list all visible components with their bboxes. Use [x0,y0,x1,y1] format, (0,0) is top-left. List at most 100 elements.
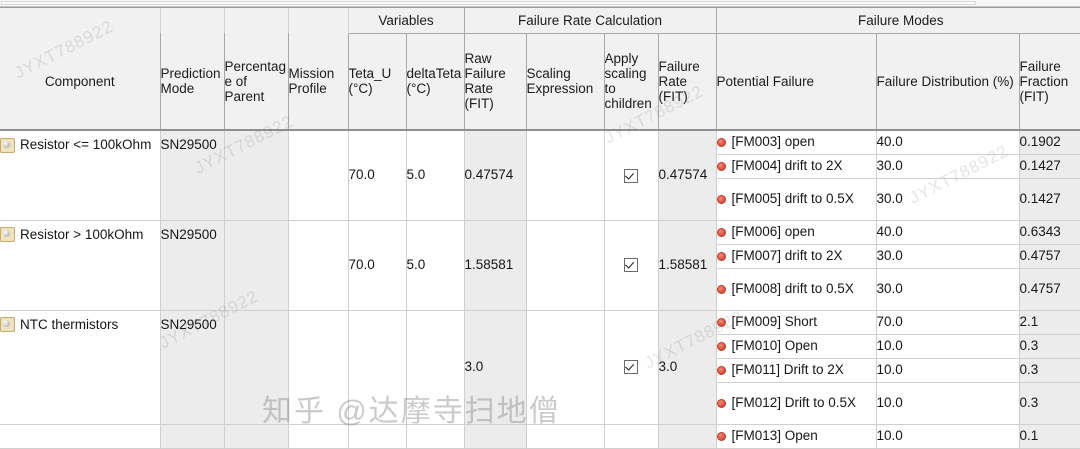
cell-failure-fraction[interactable]: 0.1 [1019,424,1080,449]
cell-component[interactable]: Resistor <= 100kOhm [0,130,161,221]
apply-scaling-checkbox[interactable] [624,258,638,273]
cell-teta-u[interactable] [348,424,407,449]
cell-failure-fraction[interactable]: 0.1427 [1019,154,1080,179]
cell-failure-fraction[interactable]: 0.1902 [1019,130,1080,155]
cell-failure-distribution[interactable]: 30.0 [876,178,1020,221]
cell-apply-scaling-to-children[interactable] [604,424,659,449]
table-row[interactable]: [FM005] drift to 0.5X 30.0 0.1427 [0,178,1080,221]
cell-mission-profile[interactable] [288,220,349,311]
cell-apply-scaling-to-children[interactable] [604,130,659,221]
cell-prediction-mode[interactable] [160,424,225,449]
col-header-teta-u[interactable]: Teta_U (°C) [348,33,407,131]
cell-percentage-of-parent[interactable] [224,310,289,425]
cell-failure-fraction[interactable]: 2.1 [1019,310,1080,335]
cell-potential-failure[interactable]: [FM004] drift to 2X [716,154,877,179]
cell-teta-u[interactable]: 70.0 [348,220,407,311]
cell-raw-failure-rate[interactable]: 3.0 [464,310,527,425]
col-header-failure-fraction[interactable]: Failure Fraction (FIT) [1019,33,1080,131]
cell-potential-failure[interactable]: [FM008] drift to 0.5X [716,268,877,311]
table-row[interactable]: [FM012] Drift to 0.5X 10.0 0.3 [0,382,1080,425]
cell-potential-failure[interactable]: [FM010] Open [716,334,877,359]
cell-prediction-mode[interactable]: SN29500 [160,130,225,221]
cell-failure-rate[interactable] [658,424,717,449]
cell-failure-distribution[interactable]: 10.0 [876,358,1020,383]
cell-failure-fraction[interactable]: 0.4757 [1019,268,1080,311]
cell-teta-u[interactable] [348,310,407,425]
cell-potential-failure[interactable]: [FM003] open [716,130,877,155]
table-row[interactable]: Resistor > 100kOhm SN29500 70.0 5.0 1.58581 1… [0,220,1080,311]
col-header-prediction-mode[interactable]: Prediction Mode [160,33,225,131]
cell-potential-failure[interactable]: [FM011] Drift to 2X [716,358,877,383]
table-row[interactable]: [FM004] drift to 2X 30.0 0.1427 [0,154,1080,179]
apply-scaling-checkbox[interactable] [624,360,638,375]
cell-failure-distribution[interactable]: 40.0 [876,220,1020,245]
table-row[interactable]: [FM010] Open 10.0 0.3 [0,334,1080,359]
cell-delta-teta[interactable]: 5.0 [406,220,465,311]
cell-failure-distribution[interactable]: 30.0 [876,244,1020,269]
cell-apply-scaling-to-children[interactable] [604,220,659,311]
col-header-raw-failure-rate[interactable]: Raw Failure Rate (FIT) [464,33,527,131]
cell-failure-distribution[interactable]: 70.0 [876,310,1020,335]
scrollbar-track[interactable] [1,1,976,5]
cell-scaling-expression[interactable] [526,310,605,425]
cell-delta-teta[interactable] [406,310,465,425]
col-header-failure-rate[interactable]: Failure Rate (FIT) [658,33,717,131]
cell-delta-teta[interactable]: 5.0 [406,130,465,221]
table-row[interactable]: [FM007] drift to 2X 30.0 0.4757 [0,244,1080,269]
cell-potential-failure[interactable]: [FM009] Short [716,310,877,335]
cell-failure-fraction[interactable]: 0.6343 [1019,220,1080,245]
apply-scaling-checkbox[interactable] [624,168,638,183]
cell-potential-failure[interactable]: [FM012] Drift to 0.5X [716,382,877,425]
cell-component[interactable]: NTC thermistors [0,310,161,425]
cell-percentage-of-parent[interactable] [224,424,289,449]
cell-teta-u[interactable]: 70.0 [348,130,407,221]
cell-failure-rate[interactable]: 1.58581 [658,220,717,311]
cell-raw-failure-rate[interactable]: 0.47574 [464,130,527,221]
cell-failure-rate[interactable]: 3.0 [658,310,717,425]
cell-potential-failure[interactable]: [FM007] drift to 2X [716,244,877,269]
col-header-apply-scaling-to-children[interactable]: Apply scaling to children [604,33,659,131]
horizontal-scrollbar-strip[interactable] [0,0,1080,7]
cell-failure-fraction[interactable]: 0.1427 [1019,178,1080,221]
table-row[interactable]: NTC thermistors SN29500 3.0 3.0 [FM009] Shor… [0,310,1080,425]
cell-scaling-expression[interactable] [526,220,605,311]
col-header-delta-teta[interactable]: deltaTeta (°C) [406,33,465,131]
cell-potential-failure[interactable]: [FM005] drift to 0.5X [716,178,877,221]
col-header-percentage-of-parent[interactable]: Percentage of Parent [224,33,289,131]
col-header-mission-profile[interactable]: Mission Profile [288,33,349,131]
cell-scaling-expression[interactable] [526,424,605,449]
cell-apply-scaling-to-children[interactable] [604,310,659,425]
col-header-component[interactable]: Component [0,33,161,131]
cell-failure-fraction[interactable]: 0.3 [1019,358,1080,383]
col-header-failure-distribution[interactable]: Failure Distribution (%) [876,33,1020,131]
cell-failure-rate[interactable]: 0.47574 [658,130,717,221]
cell-failure-distribution[interactable]: 30.0 [876,154,1020,179]
table-row[interactable]: [FM008] drift to 0.5X 30.0 0.4757 [0,268,1080,311]
cell-failure-fraction[interactable]: 0.3 [1019,382,1080,425]
cell-failure-distribution[interactable]: 40.0 [876,130,1020,155]
cell-delta-teta[interactable] [406,424,465,449]
table-row[interactable]: [FM013] Open 10.0 0.1 [0,424,1080,449]
col-header-potential-failure[interactable]: Potential Failure [716,33,877,131]
cell-failure-fraction[interactable]: 0.4757 [1019,244,1080,269]
cell-raw-failure-rate[interactable] [464,424,527,449]
col-header-scaling-expression[interactable]: Scaling Expression [526,33,605,131]
cell-failure-distribution[interactable]: 10.0 [876,382,1020,425]
cell-mission-profile[interactable] [288,310,349,425]
cell-mission-profile[interactable] [288,424,349,449]
cell-prediction-mode[interactable]: SN29500 [160,220,225,311]
cell-failure-distribution[interactable]: 30.0 [876,268,1020,311]
cell-potential-failure[interactable]: [FM013] Open [716,424,877,449]
cell-raw-failure-rate[interactable]: 1.58581 [464,220,527,311]
cell-component[interactable]: Resistor > 100kOhm [0,220,161,311]
cell-component[interactable] [0,424,161,449]
table-row[interactable]: Resistor <= 100kOhm SN29500 70.0 5.0 0.47574… [0,130,1080,221]
cell-potential-failure[interactable]: [FM006] open [716,220,877,245]
cell-prediction-mode[interactable]: SN29500 [160,310,225,425]
cell-failure-distribution[interactable]: 10.0 [876,334,1020,359]
cell-failure-distribution[interactable]: 10.0 [876,424,1020,449]
cell-percentage-of-parent[interactable] [224,220,289,311]
cell-failure-fraction[interactable]: 0.3 [1019,334,1080,359]
cell-scaling-expression[interactable] [526,130,605,221]
cell-mission-profile[interactable] [288,130,349,221]
